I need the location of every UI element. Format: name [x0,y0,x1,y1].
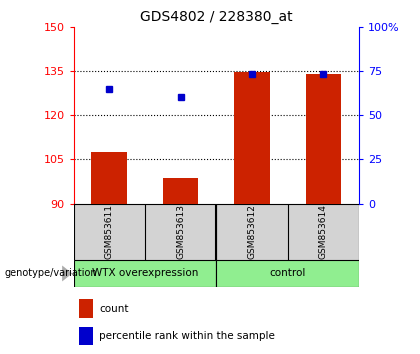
Bar [163,178,199,204]
Text: GSM853614: GSM853614 [319,204,328,259]
Text: percentile rank within the sample: percentile rank within the sample [99,331,275,341]
Text: WTX overexpression: WTX overexpression [92,268,198,279]
Polygon shape [62,266,72,281]
Text: genotype/variation: genotype/variation [4,268,97,278]
Text: count: count [99,303,129,314]
Title: GDS4802 / 228380_at: GDS4802 / 228380_at [140,10,293,24]
Text: control: control [270,268,306,279]
Text: GSM853611: GSM853611 [105,204,114,259]
Bar [234,72,270,204]
Bar [305,74,341,204]
Text: GSM853613: GSM853613 [176,204,185,259]
Text: GSM853612: GSM853612 [247,204,257,259]
Bar [216,260,359,287]
Bar [92,152,127,204]
Bar [79,299,94,318]
Bar [79,327,94,345]
Bar [74,260,216,287]
